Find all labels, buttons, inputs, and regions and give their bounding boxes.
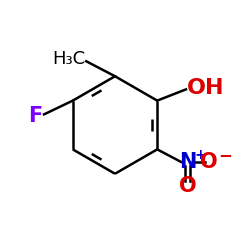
- Text: +: +: [195, 148, 206, 162]
- Text: O: O: [200, 152, 218, 172]
- Text: H₃C: H₃C: [52, 50, 85, 68]
- Text: O: O: [179, 176, 197, 196]
- Text: N: N: [179, 152, 197, 172]
- Text: OH: OH: [187, 78, 225, 98]
- Text: −: −: [218, 146, 232, 164]
- Text: F: F: [28, 106, 43, 126]
